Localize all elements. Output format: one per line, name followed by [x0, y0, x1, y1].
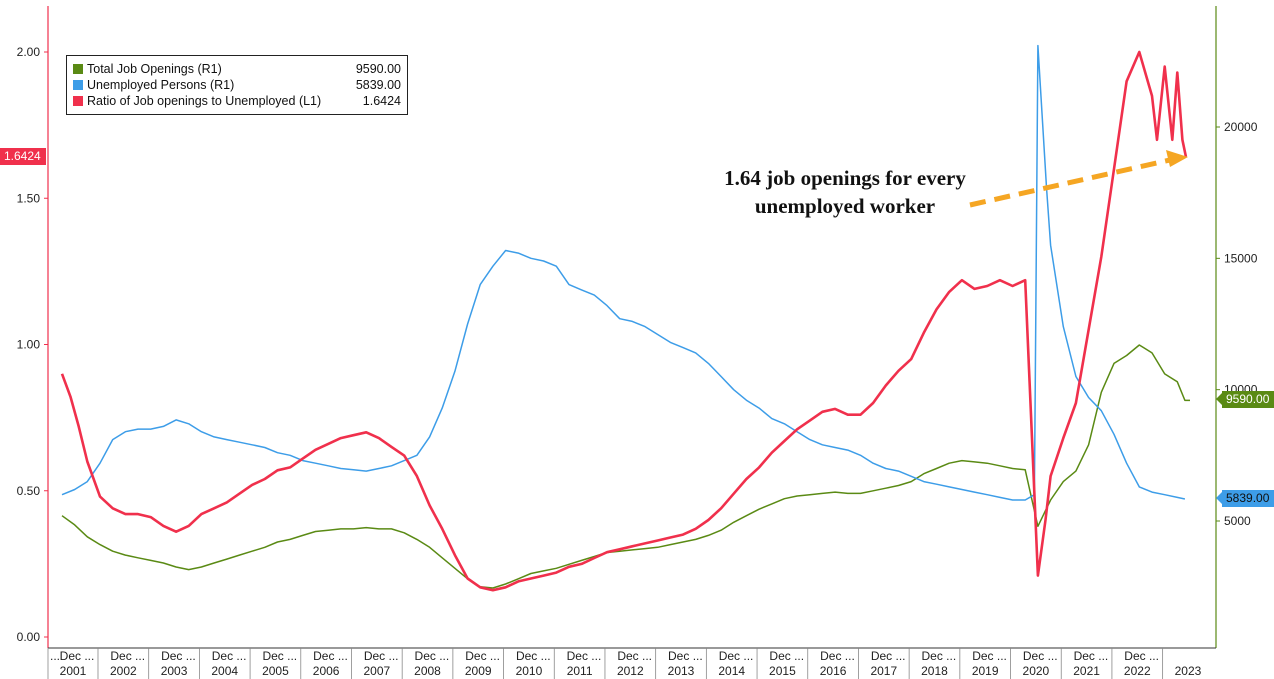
chart-axes — [47, 6, 1217, 649]
x-axis-year-label: 2020 — [1023, 664, 1050, 678]
right-axis-tick-label: 5000 — [1224, 514, 1251, 528]
x-axis-year-label: 2004 — [211, 664, 238, 678]
x-axis-year-label: 2014 — [718, 664, 745, 678]
left-axis-tick-label: 0.50 — [17, 484, 41, 498]
x-axis-year-label: 2022 — [1124, 664, 1151, 678]
x-axis-year-label: 2009 — [465, 664, 492, 678]
x-axis-year-label: 2017 — [870, 664, 897, 678]
x-axis-year-label: 2023 — [1175, 664, 1202, 678]
left-axis-tick-label: 0.00 — [17, 630, 41, 644]
x-axis-year-label: 2003 — [161, 664, 188, 678]
x-axis-year-label: 2006 — [313, 664, 340, 678]
series-line-job-openings — [61, 344, 1190, 589]
legend-label: Ratio of Job openings to Unemployed (L1) — [87, 94, 322, 108]
x-axis-year-label: 2012 — [617, 664, 644, 678]
left-axis-ticks: 0.00 0.50 1.00 1.50 2.00 — [17, 45, 48, 644]
x-axis-month-label: Dec ... — [617, 649, 652, 663]
legend-swatch — [73, 96, 83, 106]
x-axis-month-label: Dec ... — [1023, 649, 1058, 663]
x-axis-ticks: ... Dec ... Dec ... Dec ... Dec ... Dec ... De… — [47, 648, 1202, 679]
x-axis-year-label: 2008 — [414, 664, 441, 678]
x-axis-month-label: Dec ... — [516, 649, 551, 663]
legend-value: 1.6424 — [362, 94, 401, 108]
chart-annotation: 1.64 job openings for every unemployed w… — [690, 164, 1000, 220]
x-axis-month-label: Dec ... — [364, 649, 399, 663]
x-axis-year-label: 2005 — [262, 664, 289, 678]
x-axis-month-label: Dec ... — [161, 649, 196, 663]
legend-item-openings: Total Job Openings (R1) 9590.00 — [73, 61, 401, 77]
x-axis-year-label: 2007 — [363, 664, 390, 678]
x-axis-month-label: Dec ... — [922, 649, 957, 663]
legend-item-ratio: Ratio of Job openings to Unemployed (L1)… — [73, 93, 401, 109]
legend-label: Total Job Openings (R1) — [87, 62, 222, 76]
x-axis-month-label: Dec ... — [668, 649, 703, 663]
x-axis-month-label: Dec ... — [1124, 649, 1159, 663]
x-axis-month-label: Dec ... — [820, 649, 855, 663]
annotation-line-2: unemployed worker — [754, 194, 936, 218]
x-axis-month-label: Dec ... — [871, 649, 906, 663]
x-axis-month-label: Dec ... — [769, 649, 804, 663]
series-line-ratio — [60, 50, 1188, 592]
legend-swatch — [73, 64, 83, 74]
legend-item-unemployed: Unemployed Persons (R1) 5839.00 — [73, 77, 401, 93]
x-axis-month-label: Dec ... — [567, 649, 602, 663]
legend-value: 9590.00 — [355, 62, 401, 76]
x-axis-month-label: Dec ... — [719, 649, 754, 663]
x-axis-year-label: 2011 — [567, 664, 593, 678]
x-axis-month-label: Dec ... — [60, 649, 95, 663]
x-axis-month-label: Dec ... — [415, 649, 450, 663]
legend-value: 5839.00 — [355, 78, 401, 92]
x-axis-year-label: 2002 — [110, 664, 137, 678]
chart-legend: Total Job Openings (R1) 9590.00 Unemploy… — [66, 55, 408, 115]
x-axis-year-label: 2016 — [820, 664, 847, 678]
left-axis-tick-label: 1.00 — [17, 338, 41, 352]
x-axis-month-label: Dec ... — [110, 649, 145, 663]
left-axis-tick-label: 2.00 — [17, 45, 41, 59]
x-axis-year-label: 2021 — [1073, 664, 1100, 678]
x-axis-month-label: Dec ... — [972, 649, 1007, 663]
x-axis-month-label: Dec ... — [313, 649, 348, 663]
x-axis-year-label: 2018 — [921, 664, 948, 678]
annotation-line-1: 1.64 job openings for every — [724, 166, 966, 190]
right-openings-value-flag: 9590.00 — [1216, 391, 1274, 408]
x-axis-month-label: Dec ... — [262, 649, 297, 663]
left-last-value-flag: 1.6424 — [0, 148, 46, 165]
x-axis-year-label: 2010 — [516, 664, 543, 678]
chart-series — [60, 44, 1190, 592]
x-axis-month-label: Dec ... — [465, 649, 500, 663]
x-axis-year-label: 2013 — [668, 664, 695, 678]
annotation-arrow — [969, 150, 1188, 208]
right-axis-tick-label: 15000 — [1224, 251, 1258, 265]
right-unemployed-value-flag: 5839.00 — [1216, 490, 1274, 507]
legend-swatch — [73, 80, 83, 90]
legend-label: Unemployed Persons (R1) — [87, 78, 235, 92]
x-axis-year-label: 2019 — [972, 664, 999, 678]
series-line-unemployed — [61, 44, 1186, 501]
x-axis-month-label: ... — [50, 649, 60, 663]
x-axis-year-label: 2015 — [769, 664, 796, 678]
x-axis-month-label: Dec ... — [212, 649, 247, 663]
x-axis-month-label: Dec ... — [1074, 649, 1109, 663]
x-axis-year-label: 2001 — [60, 664, 87, 678]
right-axis-tick-label: 20000 — [1224, 120, 1258, 134]
left-axis-tick-label: 1.50 — [17, 191, 41, 205]
